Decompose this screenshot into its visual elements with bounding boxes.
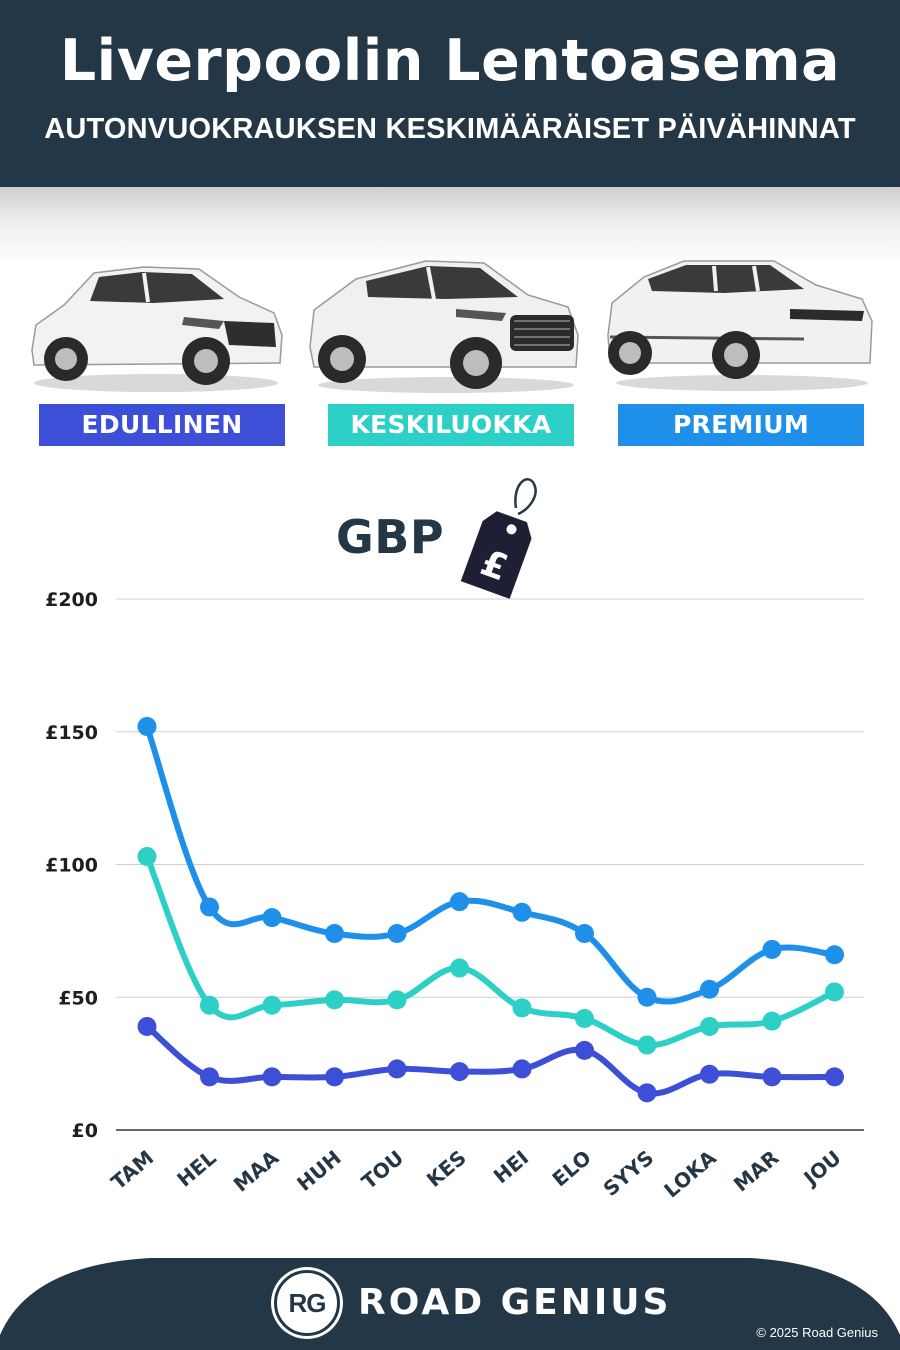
- x-tick-label: LOKA: [659, 1145, 721, 1202]
- data-point: [200, 1067, 219, 1087]
- data-point: [637, 1083, 657, 1103]
- data-point: [137, 847, 157, 867]
- data-point: [450, 1062, 469, 1082]
- currency-badge: GBP £: [336, 470, 556, 610]
- copyright-text: © 2025 Road Genius: [756, 1325, 878, 1340]
- category-label-economy: EDULLINEN: [39, 404, 285, 446]
- x-tick-label: JOU: [798, 1145, 846, 1191]
- category-label-midsize: KESKILUOKKA: [328, 404, 574, 446]
- series-line: [144, 1023, 838, 1097]
- data-point: [637, 987, 657, 1007]
- x-tick-label: MAA: [229, 1145, 284, 1196]
- data-point: [762, 1011, 782, 1031]
- x-tick-label: SYYS: [599, 1145, 659, 1201]
- data-point: [325, 1067, 344, 1087]
- data-point: [637, 1035, 657, 1055]
- x-tick-label: MAR: [729, 1145, 783, 1196]
- data-point: [762, 1067, 782, 1087]
- header-banner: Liverpoolin Lentoasema AUTONVUOKRAUKSEN …: [0, 0, 900, 187]
- data-point: [262, 908, 282, 928]
- x-tick-label: HEI: [489, 1145, 533, 1188]
- data-point: [387, 924, 407, 944]
- category-label-premium: PREMIUM: [618, 404, 864, 446]
- footer: [0, 1240, 900, 1350]
- data-point: [700, 1064, 719, 1084]
- data-point: [512, 1059, 532, 1079]
- y-tick-label: £0: [72, 1120, 98, 1142]
- data-point: [450, 892, 469, 912]
- series-line: [144, 853, 838, 1049]
- x-tick-label: KES: [422, 1145, 471, 1191]
- economy-car-image: [24, 255, 288, 395]
- data-point: [512, 998, 532, 1018]
- data-point: [450, 958, 469, 978]
- x-tick-label: HUH: [292, 1145, 346, 1195]
- page-title: Liverpoolin Lentoasema: [59, 28, 841, 94]
- logo-text: RG: [288, 1288, 327, 1318]
- y-tick-label: £50: [58, 987, 98, 1009]
- price-line-chart: £0 £50 £100 £150 £200 TAM HEL MAA HUH TOU KES HEI EL…: [45, 589, 864, 1202]
- x-tick-label: TOU: [357, 1145, 408, 1194]
- premium-car-image: [604, 255, 878, 395]
- data-point: [137, 1016, 157, 1036]
- page-subtitle: AUTONVUOKRAUKSEN KESKIMÄÄRÄISET PÄIVÄHIN…: [44, 113, 856, 145]
- road-genius-logo: RG: [274, 1270, 340, 1336]
- data-point: [575, 1008, 594, 1028]
- data-point: [700, 979, 719, 999]
- data-point: [825, 945, 844, 965]
- data-point: [137, 716, 157, 736]
- x-tick-label: TAM: [106, 1145, 158, 1194]
- data-point: [700, 1016, 719, 1036]
- y-tick-label: £150: [45, 722, 98, 744]
- brand-name: ROAD GENIUS: [358, 1282, 672, 1323]
- data-point: [762, 939, 782, 959]
- data-point: [575, 924, 594, 944]
- data-point: [512, 902, 532, 922]
- y-tick-label: £100: [45, 855, 98, 877]
- currency-label: GBP: [336, 510, 445, 564]
- data-point: [825, 1067, 844, 1087]
- y-tick-label: £200: [45, 589, 98, 611]
- data-point: [825, 982, 844, 1002]
- data-point: [262, 1067, 282, 1087]
- data-point: [387, 990, 407, 1010]
- data-point: [200, 897, 219, 917]
- data-point: [325, 990, 344, 1010]
- x-tick-label: ELO: [548, 1145, 596, 1191]
- data-point: [575, 1040, 594, 1060]
- data-point: [325, 924, 344, 944]
- data-point: [262, 995, 282, 1015]
- header-shadow: [0, 187, 900, 267]
- midsize-car-image: [306, 255, 582, 395]
- x-tick-label: HEL: [172, 1145, 221, 1191]
- data-point: [387, 1059, 407, 1079]
- price-tag-icon: £: [454, 470, 554, 614]
- data-point: [200, 995, 219, 1015]
